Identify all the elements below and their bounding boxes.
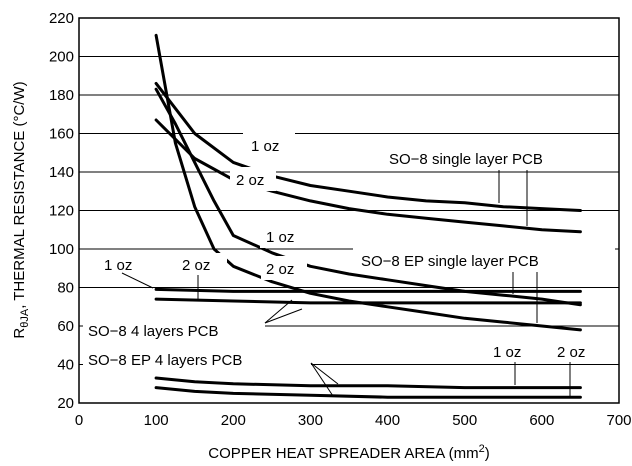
grid	[79, 17, 619, 404]
y-tick-label: 80	[57, 280, 74, 297]
label-ep-2oz: 2 oz	[266, 261, 294, 278]
pointers	[121, 170, 571, 398]
series-line-5	[154, 297, 582, 305]
label-so8-ep-4layers: SO−8 EP 4 layers PCB	[88, 352, 242, 369]
y-tick-label: 200	[49, 49, 74, 66]
y-tick-label: 20	[57, 395, 74, 412]
x-tick-label: 700	[606, 412, 631, 429]
y-ticks: 20 40 60 80 100 120 140 160 180 200 220	[49, 10, 74, 412]
pointer-4layer-1oz	[121, 272, 154, 289]
label-ep4-1oz: 1 oz	[493, 344, 521, 361]
y-tick-label: 40	[57, 357, 74, 374]
x-tick-label: 300	[298, 412, 323, 429]
x-tick-label: 600	[529, 412, 554, 429]
x-tick-label: 400	[375, 412, 400, 429]
x-tick-label: 500	[452, 412, 477, 429]
series-line-2	[154, 87, 582, 307]
pointer-4layers-b	[264, 308, 303, 324]
label-ep4-2oz: 2 oz	[557, 344, 585, 361]
label-single-2oz: 2 oz	[236, 172, 264, 189]
annotations: 1 oz 2 oz SO−8 single layer PCB 1 oz 2 o…	[83, 133, 617, 370]
series-line-6	[154, 376, 582, 390]
series-line-7	[154, 386, 582, 399]
label-4layer-2oz: 2 oz	[182, 257, 210, 274]
x-tick-label: 0	[75, 412, 83, 429]
pointer-ep4-a	[310, 362, 339, 385]
series-line-4	[154, 287, 582, 293]
x-tick-label: 200	[221, 412, 246, 429]
y-tick-label: 140	[49, 164, 74, 181]
label-single-1oz: 1 oz	[251, 138, 279, 155]
label-so8-4layers: SO−8 4 layers PCB	[88, 323, 218, 340]
y-axis-label: RθJA, THERMAL RESISTANCE (°C/W)	[11, 81, 31, 338]
curves	[154, 33, 582, 399]
pointer-ep4-b	[310, 362, 334, 397]
y-tick-label: 220	[49, 10, 74, 27]
label-ep-1oz: 1 oz	[266, 229, 294, 246]
label-so8-ep-single: SO−8 EP single layer PCB	[361, 253, 539, 270]
y-tick-label: 60	[57, 318, 74, 335]
label-so8-single: SO−8 single layer PCB	[389, 151, 543, 168]
y-tick-label: 120	[49, 203, 74, 220]
y-tick-label: 160	[49, 126, 74, 143]
x-tick-label: 100	[144, 412, 169, 429]
label-4layer-1oz: 1 oz	[104, 257, 132, 274]
series-line-3	[154, 33, 582, 332]
x-axis-label: COPPER HEAT SPREADER AREA (mm2)	[208, 443, 489, 462]
series-line-0	[154, 81, 582, 212]
y-tick-label: 180	[49, 87, 74, 104]
series-line-1	[154, 118, 582, 234]
plot-frame	[78, 17, 620, 404]
x-ticks: 0 100 200 300 400 500 600 700	[75, 412, 632, 429]
pointer-4layers-a	[264, 299, 293, 324]
y-tick-label: 100	[49, 241, 74, 258]
